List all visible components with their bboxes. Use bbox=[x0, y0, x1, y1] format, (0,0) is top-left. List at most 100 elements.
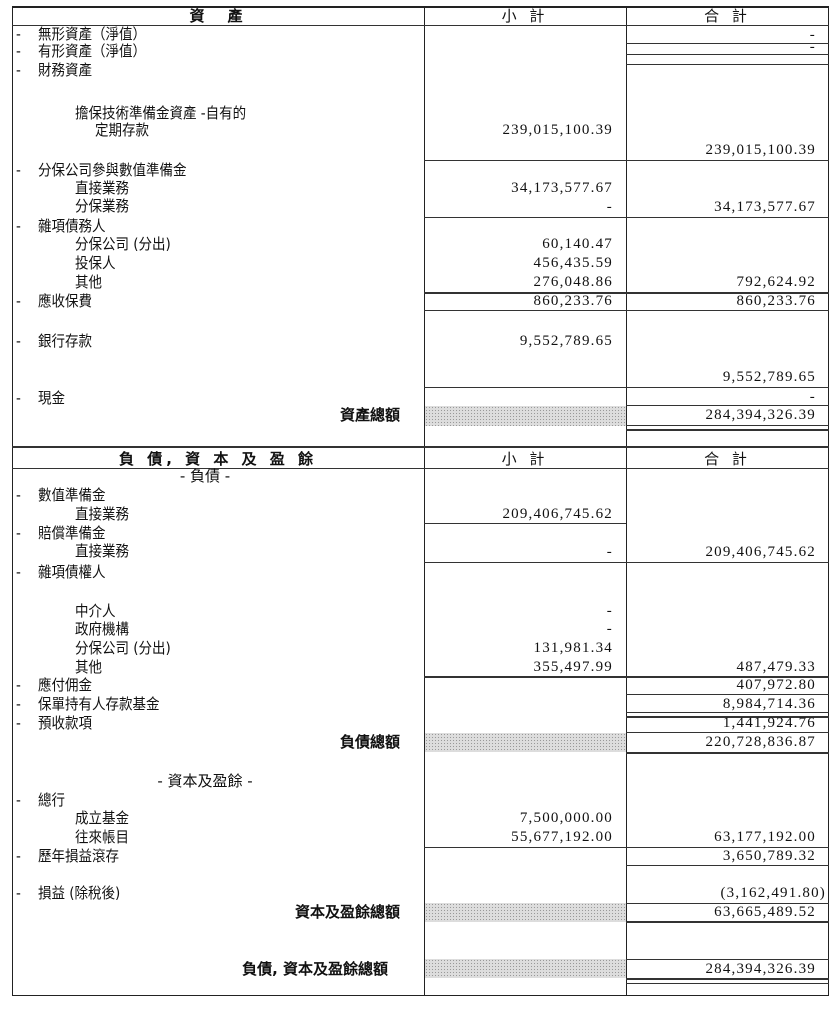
shaded-cell bbox=[425, 733, 626, 752]
liability-label: 直接業務 bbox=[75, 542, 130, 560]
rule bbox=[626, 921, 829, 923]
equity-subtotal: 7,500,000.00 bbox=[519, 810, 613, 826]
asset-label: 有形資產（淨值） bbox=[38, 42, 147, 60]
row-marker: - bbox=[16, 25, 21, 43]
liability-label: 政府機構 bbox=[75, 620, 130, 638]
equity-total: 3,650,789.32 bbox=[722, 848, 816, 864]
rule bbox=[424, 847, 626, 848]
rule bbox=[626, 387, 829, 388]
rule bbox=[424, 217, 626, 218]
liability-label: 其他 bbox=[75, 658, 103, 676]
equity-subtotal: 55,677,192.00 bbox=[511, 829, 613, 845]
row-marker: - bbox=[16, 161, 21, 179]
rule bbox=[626, 903, 829, 904]
equity-total: (3,162,491.80) bbox=[720, 885, 826, 901]
total-assets-value: 284,394,326.39 bbox=[705, 407, 816, 423]
row-marker: - bbox=[16, 695, 21, 713]
rule bbox=[424, 562, 626, 563]
liability-label: 賠償準備金 bbox=[38, 524, 106, 542]
rule bbox=[626, 752, 829, 754]
rule bbox=[12, 25, 829, 26]
rule bbox=[626, 676, 829, 678]
asset-label: 銀行存款 bbox=[38, 332, 93, 350]
rule bbox=[626, 160, 829, 161]
asset-total: 860,233.76 bbox=[736, 293, 816, 309]
liability-label: 預收款項 bbox=[38, 714, 93, 732]
row-marker: - bbox=[16, 884, 21, 902]
row-marker: - bbox=[16, 714, 21, 732]
liability-total: 487,479.33 bbox=[736, 659, 816, 675]
asset-subtotal: 456,435.59 bbox=[533, 255, 613, 271]
liability-subtotal: - bbox=[606, 621, 613, 637]
asset-label: 雜項債務人 bbox=[38, 217, 106, 235]
assets-header-title: 資 產 bbox=[189, 7, 247, 25]
equity-label: 總行 bbox=[38, 791, 66, 809]
asset-total: - bbox=[809, 39, 816, 55]
total-equity-label: 資本及盈餘總額 bbox=[294, 903, 400, 921]
shaded-cell bbox=[425, 903, 626, 922]
equity-section-label: - 資本及盈餘 - bbox=[157, 772, 253, 790]
asset-label: 無形資產（淨值） bbox=[38, 25, 147, 43]
liability-label: 分保公司 (分出) bbox=[75, 639, 171, 657]
equity-label: 歷年損益滾存 bbox=[38, 847, 120, 865]
total-header: 合 計 bbox=[704, 7, 751, 25]
rule bbox=[12, 468, 829, 469]
liability-label: 直接業務 bbox=[75, 505, 130, 523]
asset-total: 9,552,789.65 bbox=[722, 369, 816, 385]
shaded-cell bbox=[425, 959, 626, 978]
liability-subtotal: 209,406,745.62 bbox=[502, 506, 613, 522]
asset-label: 分保公司參與數值準備金 bbox=[38, 161, 187, 179]
equity-label: 損益 (除稅後) bbox=[38, 884, 121, 902]
rule bbox=[626, 217, 829, 218]
asset-subtotal: 9,552,789.65 bbox=[519, 333, 613, 349]
row-marker: - bbox=[16, 217, 21, 235]
liability-total: 407,972.80 bbox=[736, 677, 816, 693]
rule bbox=[626, 562, 829, 563]
rule bbox=[626, 64, 829, 65]
asset-subtotal: 276,048.86 bbox=[533, 274, 613, 290]
asset-total: 239,015,100.39 bbox=[705, 142, 816, 158]
rule bbox=[424, 523, 626, 524]
asset-label: 投保人 bbox=[75, 254, 116, 272]
liability-total: 8,984,714.36 bbox=[722, 696, 816, 712]
row-marker: - bbox=[16, 42, 21, 60]
asset-label: 分保業務 bbox=[75, 197, 130, 215]
row-marker: - bbox=[16, 847, 21, 865]
column-divider bbox=[424, 6, 425, 996]
total-header: 合 計 bbox=[704, 450, 751, 468]
rule bbox=[626, 983, 829, 984]
asset-subtotal: 60,140.47 bbox=[542, 236, 613, 252]
liability-subtotal: 355,497.99 bbox=[533, 659, 613, 675]
asset-subtotal: 34,173,577.67 bbox=[511, 180, 613, 196]
asset-label: 現金 bbox=[38, 389, 66, 407]
asset-label: 其他 bbox=[75, 273, 103, 291]
shaded-cell bbox=[425, 406, 626, 426]
liability-label: 中介人 bbox=[75, 602, 116, 620]
rule bbox=[626, 978, 829, 980]
rule bbox=[424, 676, 626, 678]
subtotal-header: 小 計 bbox=[501, 450, 549, 468]
rule bbox=[424, 387, 626, 388]
rule bbox=[626, 847, 829, 848]
equity-total: 63,177,192.00 bbox=[714, 829, 816, 845]
liability-label: 應付佣金 bbox=[38, 676, 93, 694]
liability-label: 雜項債權人 bbox=[38, 563, 106, 581]
asset-label: 定期存款 bbox=[95, 121, 150, 139]
liabilities-section-label: - 負債 - bbox=[179, 467, 231, 485]
rule bbox=[626, 405, 829, 406]
balance-sheet-frame bbox=[12, 6, 829, 996]
subtotal-header: 小 計 bbox=[501, 7, 549, 25]
asset-subtotal: 860,233.76 bbox=[533, 293, 613, 309]
liability-label: 保單持有人存款基金 bbox=[38, 695, 160, 713]
grand-total-label: 負債, 資本及盈餘總額 bbox=[242, 960, 388, 978]
equity-label: 往來帳目 bbox=[75, 828, 130, 846]
total-liabilities-value: 220,728,836.87 bbox=[705, 734, 816, 750]
total-liabilities-label: 負債總額 bbox=[339, 733, 400, 751]
liability-subtotal: 131,981.34 bbox=[533, 640, 613, 656]
row-marker: - bbox=[16, 524, 21, 542]
asset-total: 792,624.92 bbox=[736, 274, 816, 290]
asset-label: 分保公司 (分出) bbox=[75, 235, 171, 253]
equity-label: 成立基金 bbox=[75, 809, 130, 827]
rule bbox=[626, 292, 829, 294]
rule bbox=[626, 429, 829, 431]
